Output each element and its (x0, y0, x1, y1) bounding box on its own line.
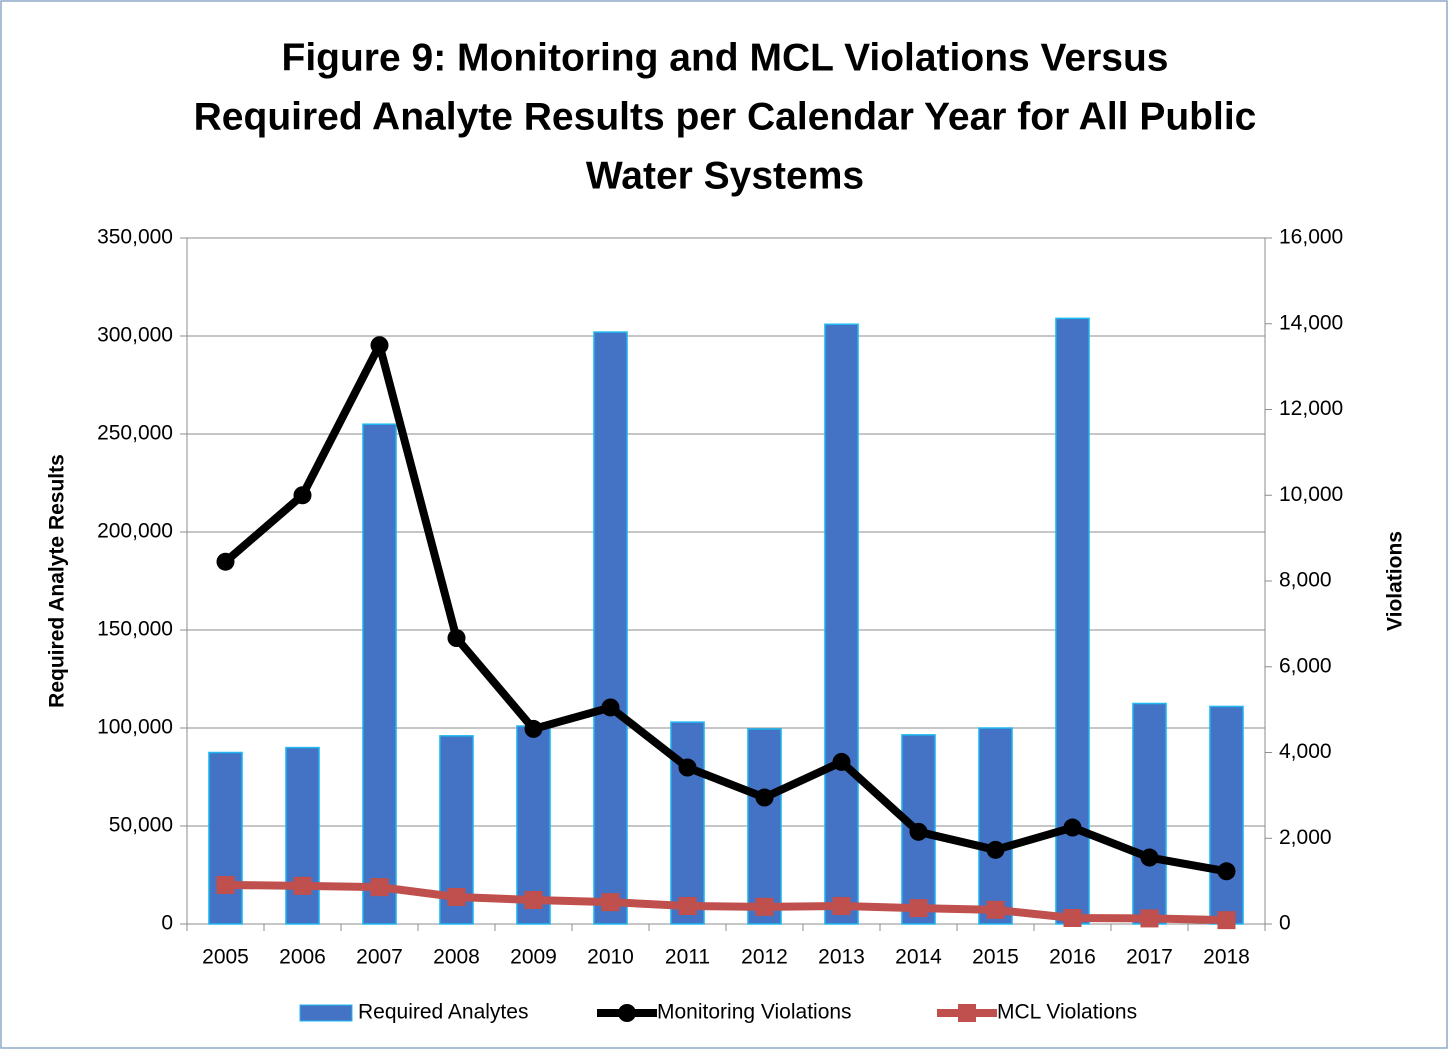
point (1063, 818, 1082, 837)
point (524, 890, 543, 909)
point (755, 788, 774, 807)
x-tick-label: 2005 (202, 946, 249, 969)
point (293, 876, 312, 895)
y2-tick-label: 10,000 (1279, 483, 1343, 506)
bar (978, 727, 1013, 925)
point (1217, 862, 1236, 881)
y-tick-label: 0 (161, 912, 173, 935)
x-tick-label: 2011 (665, 946, 710, 969)
y2-axis-label: Violations (1384, 531, 1407, 631)
bar (824, 323, 859, 925)
point (909, 822, 928, 841)
legend-swatch (299, 1004, 353, 1022)
bar (1209, 705, 1244, 925)
y2-tick-label: 0 (1279, 912, 1291, 935)
bar (1132, 702, 1167, 925)
point (986, 900, 1005, 919)
legend-label: Required Analytes (358, 1001, 528, 1024)
point (216, 552, 235, 571)
y2-tick-label: 6,000 (1279, 654, 1332, 677)
x-tick-label: 2014 (895, 946, 942, 969)
y-tick-label: 150,000 (97, 618, 173, 641)
point (678, 758, 697, 777)
point (1140, 848, 1159, 867)
y2-tick-label: 8,000 (1279, 569, 1332, 592)
y-tick-label: 200,000 (97, 520, 173, 543)
y2-tick-label: 16,000 (1279, 226, 1343, 249)
y-tick-label: 100,000 (97, 716, 173, 739)
y-tick-label: 350,000 (97, 226, 173, 249)
point (293, 486, 312, 505)
bar (362, 423, 397, 925)
point (1063, 908, 1082, 927)
line (222, 341, 1228, 876)
legend-label: MCL Violations (997, 1001, 1137, 1024)
point (909, 899, 928, 918)
point (986, 840, 1005, 859)
y-axis-label: Required Analyte Results (46, 454, 69, 708)
point (216, 875, 235, 894)
bar (593, 331, 628, 925)
x-tick-label: 2017 (1126, 946, 1173, 969)
chart-title: Figure 9: Monitoring and MCL Violations … (282, 36, 1169, 79)
chart-title: Water Systems (586, 154, 864, 197)
x-tick-label: 2015 (972, 946, 1019, 969)
y2-tick-label: 14,000 (1279, 311, 1343, 334)
x-tick-label: 2007 (356, 946, 403, 969)
point (447, 629, 466, 648)
x-tick-label: 2006 (279, 946, 326, 969)
chart-title: Required Analyte Results per Calendar Ye… (194, 95, 1257, 138)
point (370, 878, 389, 897)
y2-tick-label: 4,000 (1279, 740, 1332, 763)
point (601, 698, 620, 717)
bar (747, 728, 782, 925)
y-tick-label: 300,000 (97, 324, 173, 347)
x-tick-label: 2016 (1049, 946, 1096, 969)
point (524, 719, 543, 738)
point (447, 887, 466, 906)
x-tick-label: 2012 (741, 946, 788, 969)
point (1217, 911, 1236, 930)
y2-tick-label: 2,000 (1279, 826, 1332, 849)
x-tick-label: 2013 (818, 946, 865, 969)
bar (285, 746, 320, 925)
point (755, 897, 774, 916)
y2-tick-label: 12,000 (1279, 397, 1343, 420)
point (601, 893, 620, 912)
point (832, 896, 851, 915)
bar (208, 751, 243, 925)
y-tick-label: 250,000 (97, 422, 173, 445)
x-tick-label: 2008 (433, 946, 480, 969)
legend-marker (618, 1004, 636, 1022)
point (370, 336, 389, 355)
line (225, 880, 1227, 925)
x-tick-label: 2018 (1203, 946, 1250, 969)
legend-label: Monitoring Violations (657, 1001, 852, 1024)
legend-marker (958, 1004, 976, 1022)
y-tick-label: 50,000 (109, 814, 173, 837)
bar (670, 721, 705, 925)
point (1140, 909, 1159, 928)
x-tick-label: 2009 (510, 946, 557, 969)
point (832, 752, 851, 771)
point (678, 896, 697, 915)
x-tick-label: 2010 (587, 946, 634, 969)
